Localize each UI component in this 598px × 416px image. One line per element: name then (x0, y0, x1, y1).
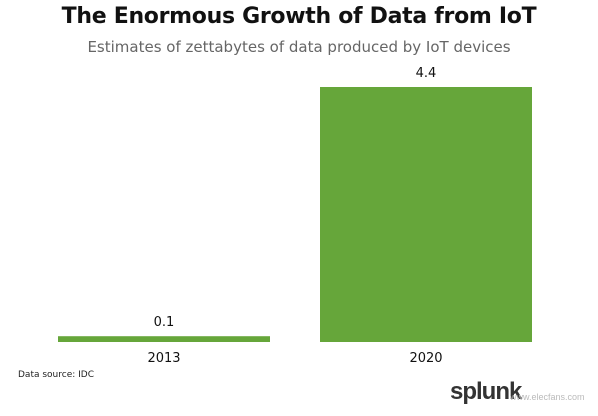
x-tick-label-2020: 2020 (409, 351, 442, 366)
data-label-2020: 4.4 (416, 66, 437, 81)
data-source-note: Data source: IDC (18, 370, 94, 380)
watermark-site: www.elecfans.com (510, 392, 585, 402)
bar-2020 (320, 87, 532, 342)
chart-subtitle: Estimates of zettabytes of data produced… (87, 38, 511, 56)
watermark-logo: splunk (450, 378, 522, 405)
x-tick-label-2013: 2013 (147, 351, 180, 366)
bar-2013 (58, 336, 270, 342)
chart-title: The Enormous Growth of Data from IoT (61, 4, 537, 29)
data-label-2013: 0.1 (154, 315, 175, 330)
watermark: splunk www.elecfans.com (450, 378, 590, 410)
